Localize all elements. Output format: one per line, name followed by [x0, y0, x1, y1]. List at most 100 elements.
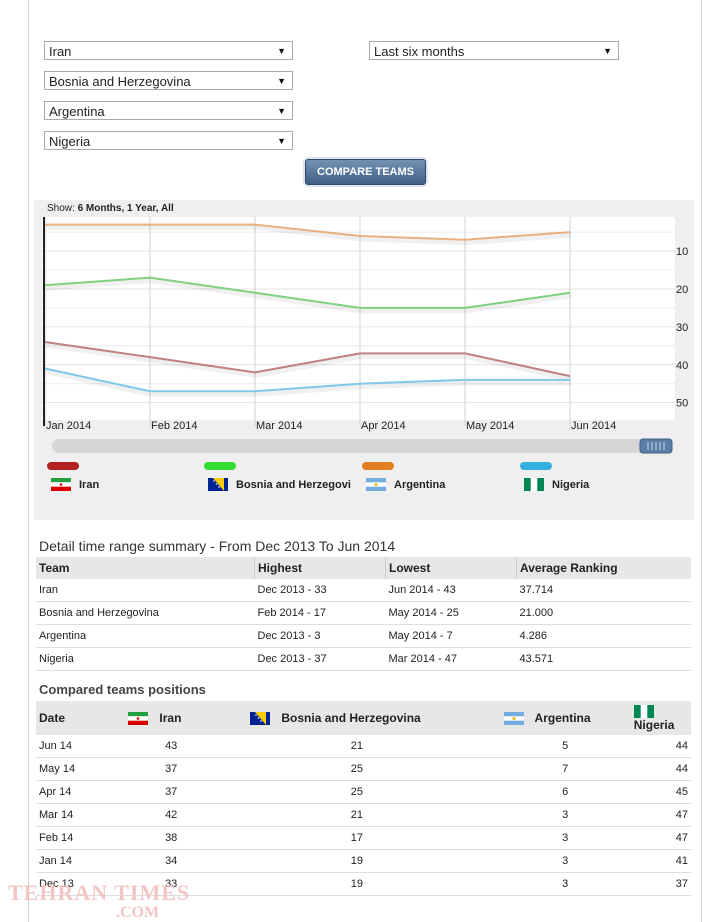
legend-item-bosnia[interactable]: Bosnia and Herzegovi: [208, 478, 351, 491]
positions-header-argentina-label: Argentina: [534, 710, 591, 725]
table-cell: Dec 2013 - 3: [254, 624, 386, 648]
team4-select[interactable]: Nigeria ▼: [44, 131, 293, 150]
positions-header-nigeria[interactable]: Nigeria: [619, 701, 691, 735]
positions-header-iran[interactable]: Iran: [125, 701, 231, 735]
table-cell: Jan 14: [36, 849, 126, 873]
table-cell: 45: [619, 780, 691, 804]
table-cell: 4.286: [516, 624, 691, 648]
summary-header-average[interactable]: Average Ranking: [516, 557, 691, 579]
table-cell: 21.000: [516, 601, 691, 625]
legend-swatch-bosnia: [204, 462, 236, 470]
x-tick-label: Feb 2014: [151, 420, 197, 432]
table-row: Feb 14 38 17 3 47: [36, 826, 691, 850]
table-cell: 47: [619, 826, 691, 850]
table-cell: Jun 2014 - 43: [385, 579, 517, 602]
x-tick-label: May 2014: [466, 420, 514, 432]
navigator-scrollbar[interactable]: [52, 439, 672, 453]
y-tick-label: 40: [676, 360, 688, 372]
chart-range-selector[interactable]: Show: 6 Months, 1 Year, All: [47, 203, 174, 214]
legend-item-nigeria[interactable]: Nigeria: [524, 478, 589, 491]
table-cell: 25: [230, 780, 484, 804]
team3-select[interactable]: Argentina ▼: [44, 101, 293, 120]
table-cell: Mar 2014 - 47: [385, 647, 517, 671]
table-row: Iran Dec 2013 - 33 Jun 2014 - 43 37.714: [36, 579, 691, 602]
table-cell: May 2014 - 25: [385, 601, 517, 625]
positions-header-iran-label: Iran: [159, 710, 182, 725]
team1-value: Iran: [49, 44, 72, 59]
series-line-nigeria[interactable]: [44, 367, 570, 393]
table-cell: Argentina: [36, 624, 255, 648]
table-cell: 43: [125, 735, 231, 758]
x-tick-label: Mar 2014: [256, 420, 302, 432]
summary-header-team[interactable]: Team: [36, 557, 255, 579]
table-cell: 17: [230, 826, 484, 850]
legend-swatch-iran: [47, 462, 79, 470]
bosnia-flag-icon: [250, 712, 271, 726]
series-line-bosnia[interactable]: [44, 276, 571, 309]
table-cell: 44: [619, 735, 691, 758]
argentina-flag-icon: [366, 478, 386, 491]
team4-value: Nigeria: [49, 134, 91, 149]
table-cell: 21: [230, 735, 484, 758]
table-cell: Dec 2013 - 37: [254, 647, 386, 671]
table-cell: 3: [483, 803, 620, 827]
chevron-down-icon: ▼: [277, 46, 286, 56]
positions-header-bosnia-label: Bosnia and Herzegovina: [281, 710, 421, 725]
table-row: Jan 14 34 19 3 41: [36, 849, 691, 873]
table-row: Bosnia and Herzegovina Feb 2014 - 17 May 2…: [36, 601, 691, 625]
positions-header-bosnia[interactable]: Bosnia and Herzegovina: [230, 701, 484, 735]
legend-swatch-argentina: [362, 462, 394, 470]
positions-body: Jun 14 43 21 5 44 May 14 37 25 7 44 Apr 14 37 25 6 45 M…: [36, 735, 691, 896]
legend-label-argentina: Argentina: [394, 478, 446, 491]
table-cell: 38: [125, 826, 231, 850]
series-shadow: [45, 369, 571, 397]
legend-label-nigeria: Nigeria: [552, 478, 590, 491]
series-shadow: [46, 225, 572, 246]
table-cell: 37.714: [516, 579, 691, 602]
series-line-argentina[interactable]: [45, 223, 571, 241]
table-cell: Feb 2014 - 17: [254, 601, 386, 625]
legend-item-argentina[interactable]: Argentina: [366, 478, 445, 491]
bosnia-flag-icon: [208, 478, 228, 491]
y-tick-label: 30: [676, 322, 688, 334]
legend-label-bosnia: Bosnia and Herzegovi: [236, 478, 351, 491]
table-cell: 34: [125, 849, 231, 873]
compare-teams-button[interactable]: COMPARE TEAMS: [305, 159, 426, 185]
table-cell: May 14: [36, 757, 126, 781]
table-cell: 5: [483, 735, 620, 758]
period-select[interactable]: Last six months ▼: [369, 41, 619, 60]
positions-header-argentina[interactable]: Argentina: [483, 701, 620, 735]
table-cell: 6: [483, 780, 620, 804]
positions-title: Compared teams positions: [39, 682, 206, 697]
legend-item-iran[interactable]: Iran: [51, 478, 99, 491]
summary-header-highest[interactable]: Highest: [254, 557, 386, 579]
table-cell: 42: [125, 803, 231, 827]
positions-header-date[interactable]: Date: [36, 701, 126, 735]
show-prefix: Show:: [47, 203, 75, 214]
summary-title: Detail time range summary - From Dec 201…: [39, 538, 396, 554]
table-cell: 19: [230, 872, 484, 896]
team1-select[interactable]: Iran ▼: [44, 41, 293, 60]
iran-flag-icon: [128, 712, 149, 726]
summary-header-lowest[interactable]: Lowest: [385, 557, 517, 579]
table-cell: Jun 14: [36, 735, 126, 758]
table-row: Mar 14 42 21 3 47: [36, 803, 691, 827]
x-tick-label: Jan 2014: [46, 420, 91, 432]
table-cell: 43.571: [516, 647, 691, 671]
x-tick-label: Jun 2014: [571, 420, 616, 432]
table-cell: Mar 14: [36, 803, 126, 827]
table-row: Jun 14 43 21 5 44: [36, 735, 691, 758]
summary-header-row: Team Highest Lowest Average Ranking: [36, 557, 691, 579]
positions-header-row: Date Iran Bosnia and Herzegovina Argenti…: [36, 701, 691, 735]
watermark-logo-suffix: .COM: [116, 904, 160, 921]
summary-body: Iran Dec 2013 - 33 Jun 2014 - 43 37.714 Bosn…: [36, 579, 691, 671]
positions-table: Date Iran Bosnia and Herzegovina Argenti…: [36, 701, 691, 896]
table-cell: Nigeria: [36, 647, 255, 671]
iran-flag-icon: [51, 478, 71, 491]
series-line-iran[interactable]: [44, 341, 571, 378]
show-options[interactable]: 6 Months, 1 Year, All: [77, 203, 174, 214]
team3-value: Argentina: [49, 104, 105, 119]
positions-header-date-label: Date: [39, 711, 66, 725]
team2-select[interactable]: Bosnia and Herzegovina ▼: [44, 71, 293, 90]
series-shadow: [45, 342, 572, 382]
